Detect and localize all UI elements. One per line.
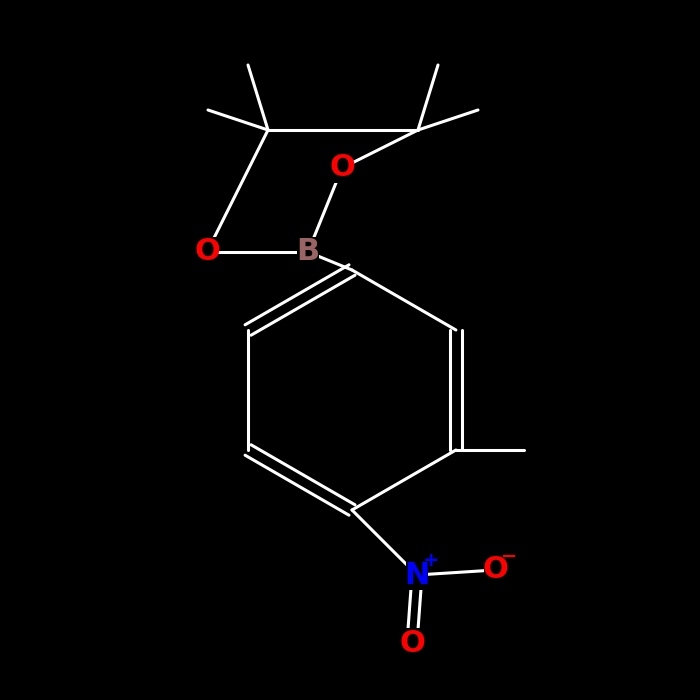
Bar — [503, 548, 517, 562]
Text: O: O — [399, 629, 425, 657]
Bar — [297, 237, 319, 267]
Text: O: O — [482, 556, 508, 584]
Text: B: B — [296, 237, 320, 267]
Bar — [484, 555, 506, 585]
Text: N: N — [405, 561, 430, 589]
Bar — [196, 237, 218, 267]
Bar — [331, 153, 354, 183]
Text: O: O — [194, 237, 220, 267]
Bar — [406, 560, 428, 590]
Text: −: − — [500, 547, 517, 566]
Bar — [425, 553, 439, 567]
Text: O: O — [329, 153, 355, 183]
Text: +: + — [423, 552, 440, 570]
Bar — [401, 628, 423, 658]
